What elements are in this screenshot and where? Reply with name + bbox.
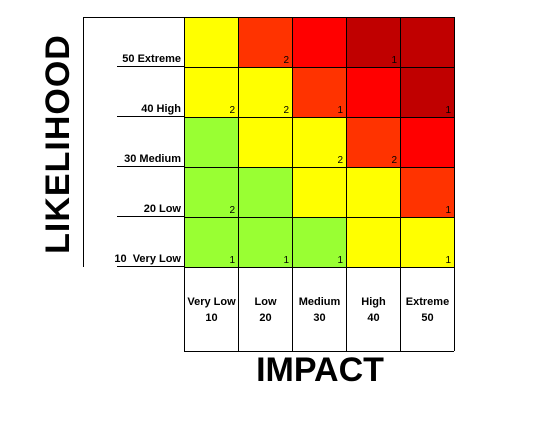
impact-label-value: 30 (313, 312, 326, 324)
x-axis-title: IMPACT (256, 351, 384, 389)
impact-label-value: 40 (367, 312, 380, 324)
likelihood-label-underline (117, 116, 184, 117)
risk-cell: 2 (184, 167, 238, 217)
risk-cell: 2 (238, 67, 292, 117)
matrix-bottom-border (184, 350, 454, 352)
likelihood-label: 30 Medium (124, 153, 181, 165)
risk-cell-count: 1 (445, 255, 451, 266)
risk-cell-count: 1 (391, 55, 397, 66)
risk-cell-count: 1 (283, 255, 289, 266)
impact-label: Low 20 (238, 267, 292, 351)
risk-cell (346, 217, 400, 267)
impact-label: High 40 (346, 267, 400, 351)
risk-cell: 2 (184, 67, 238, 117)
risk-cell-count: 2 (283, 55, 289, 66)
risk-cell: 1 (400, 217, 454, 267)
risk-cell (400, 117, 454, 167)
likelihood-label-underline (117, 166, 184, 167)
risk-cell-count: 2 (391, 155, 397, 166)
risk-cell: 1 (292, 217, 346, 267)
risk-cell (238, 117, 292, 167)
risk-cell-count: 1 (337, 255, 343, 266)
y-axis-title: LIKELIHOOD (39, 34, 77, 254)
likelihood-label-row: 40 High (83, 67, 184, 117)
risk-cell (238, 167, 292, 217)
likelihood-label: 50 Extreme (122, 53, 181, 65)
risk-cell: 1 (292, 67, 346, 117)
risk-cell-count: 1 (337, 105, 343, 116)
impact-label-name: High (361, 296, 386, 308)
risk-cell: 2 (238, 17, 292, 67)
risk-cell (292, 167, 346, 217)
risk-cell (184, 117, 238, 167)
likelihood-label-row: 30 Medium (83, 117, 184, 167)
risk-cell: 2 (346, 117, 400, 167)
impact-label-value: 50 (421, 312, 434, 324)
risk-cell-count: 1 (445, 205, 451, 216)
matrix-right-border (453, 17, 455, 351)
risk-cell: 1 (184, 217, 238, 267)
risk-cell-count: 2 (337, 155, 343, 166)
risk-cell: 2 (292, 117, 346, 167)
likelihood-label-row: 10 Very Low (83, 217, 184, 267)
impact-label-value: 20 (259, 312, 272, 324)
risk-cell (184, 17, 238, 67)
likelihood-label-underline (117, 266, 184, 267)
risk-cell: 1 (400, 167, 454, 217)
likelihood-label: 40 High (141, 103, 181, 115)
risk-matrix: 50 Extreme 40 High 30 Medium 20 Low 10 Very … (83, 17, 455, 352)
risk-cell (400, 17, 454, 67)
grid-bottom-border (184, 266, 454, 268)
impact-label: Medium 30 (292, 267, 346, 351)
risk-cell (292, 17, 346, 67)
risk-cell (346, 67, 400, 117)
risk-cell-count: 2 (229, 205, 235, 216)
likelihood-label: 10 Very Low (114, 253, 181, 265)
likelihood-label-row: 20 Low (83, 167, 184, 217)
likelihood-label: 20 Low (143, 203, 181, 215)
risk-cell-count: 1 (445, 105, 451, 116)
likelihood-label-underline (117, 66, 184, 67)
risk-cell-count: 2 (229, 105, 235, 116)
impact-label: Very Low 10 (184, 267, 238, 351)
risk-cell-count: 2 (283, 105, 289, 116)
risk-cell: 1 (346, 17, 400, 67)
risk-cell: 1 (238, 217, 292, 267)
impact-label-name: Extreme (405, 296, 450, 308)
impact-label-name: Low (254, 296, 277, 308)
likelihood-label-row: 50 Extreme (83, 17, 184, 67)
impact-label-value: 10 (205, 312, 218, 324)
impact-label-name: Very Low (187, 296, 236, 308)
risk-cell (346, 167, 400, 217)
likelihood-label-underline (117, 216, 184, 217)
risk-cell-count: 1 (229, 255, 235, 266)
risk-cell: 1 (400, 67, 454, 117)
impact-label: Extreme 50 (400, 267, 454, 351)
impact-label-name: Medium (298, 296, 341, 308)
